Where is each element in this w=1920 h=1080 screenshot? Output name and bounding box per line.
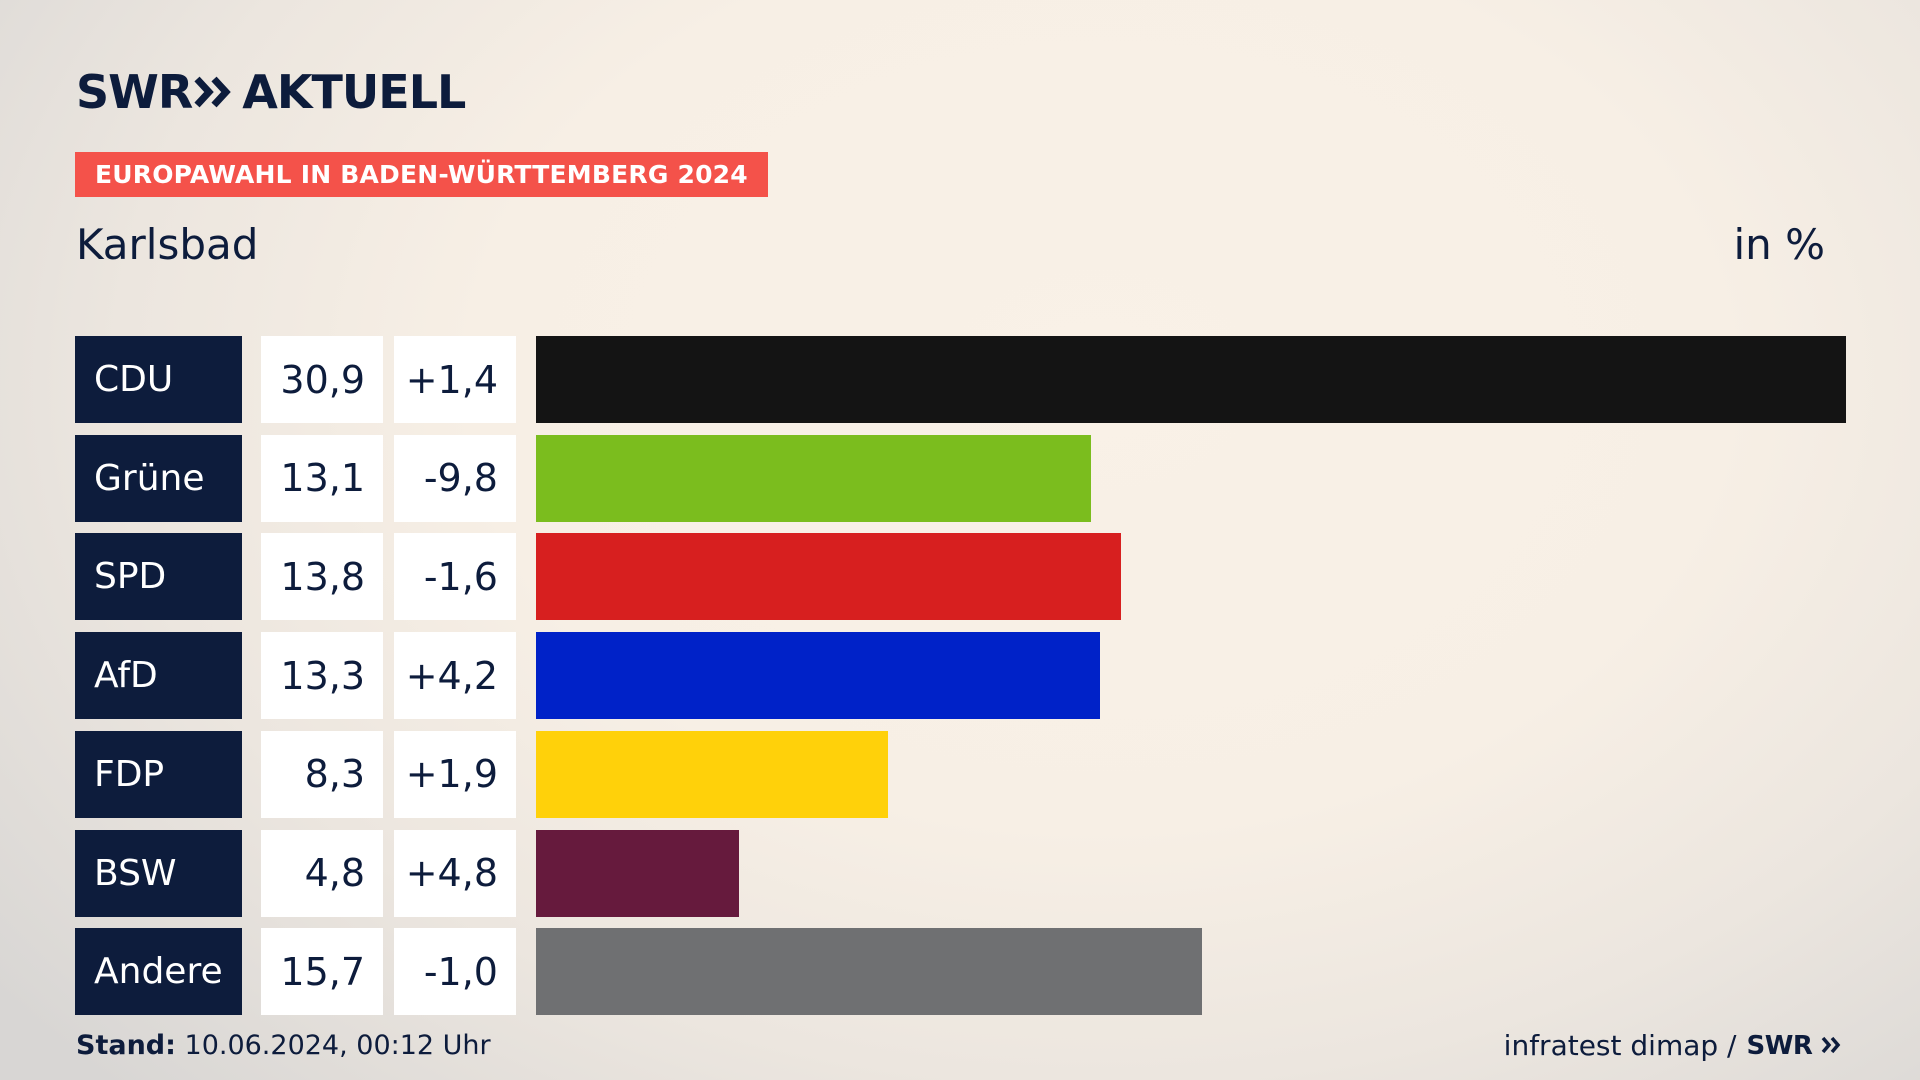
vote-share-bar: [536, 336, 1846, 423]
logo-swr-text: SWR: [76, 65, 193, 119]
mini-double-chevron-icon: [1821, 1036, 1841, 1053]
vote-share-value: 4,8: [261, 829, 383, 917]
vote-share-bar: [536, 632, 1100, 720]
party-label: SPD: [75, 533, 242, 621]
result-row: AfD 13,3 +4,2: [75, 632, 1846, 720]
source-text: infratest dimap /: [1503, 1029, 1737, 1062]
swr-mini-logo: SWR: [1747, 1031, 1844, 1061]
vote-share-bar: [536, 533, 1122, 621]
timestamp: Stand: 10.06.2024, 00:12 Uhr: [76, 1030, 491, 1061]
logo-aktuell-text: AKTUELL: [242, 65, 466, 119]
party-label: AfD: [75, 632, 242, 720]
vote-change-value: +1,4: [394, 336, 516, 423]
double-chevron-icon: [194, 65, 232, 119]
vote-change-value: -1,6: [394, 533, 516, 621]
party-label: CDU: [75, 336, 242, 423]
stand-value: 10.06.2024, 00:12 Uhr: [184, 1030, 491, 1061]
stand-label: Stand:: [76, 1030, 176, 1061]
vote-share-value: 30,9: [261, 336, 383, 423]
swr-mini-text: SWR: [1746, 1030, 1813, 1061]
vote-share-value: 13,8: [261, 533, 383, 621]
result-row: SPD 13,8 -1,6: [75, 533, 1846, 621]
result-row: FDP 8,3 +1,9: [75, 730, 1846, 818]
vote-change-value: +4,2: [394, 632, 516, 720]
vote-change-value: +4,8: [394, 829, 516, 917]
vote-change-value: -9,8: [394, 434, 516, 522]
result-row: BSW 4,8 +4,8: [75, 829, 1846, 917]
vote-share-bar: [536, 434, 1092, 522]
swr-aktuell-logo: SWR AKTUELL: [76, 64, 466, 120]
results-bar-chart: CDU 30,9 +1,4 Grüne 13,1 -9,8 SPD 13,8 -1,6 AfD 13…: [75, 336, 1846, 1016]
result-row: CDU 30,9 +1,4: [75, 336, 1846, 423]
unit-label: in %: [1733, 220, 1825, 269]
place-title: Karlsbad: [76, 220, 259, 269]
vote-share-bar: [536, 730, 888, 818]
party-label: FDP: [75, 730, 242, 818]
party-label: Andere: [75, 928, 242, 1016]
vote-share-value: 13,3: [261, 632, 383, 720]
party-label: Grüne: [75, 434, 242, 522]
vote-share-bar: [536, 928, 1202, 1016]
source-credit: infratest dimap / SWR: [1504, 1029, 1843, 1062]
vote-change-value: -1,0: [394, 928, 516, 1016]
vote-share-value: 13,1: [261, 434, 383, 522]
election-tag: EUROPAWAHL IN BADEN-WÜRTTEMBERG 2024: [75, 152, 768, 197]
vote-share-bar: [536, 829, 740, 917]
vote-share-value: 8,3: [261, 730, 383, 818]
party-label: BSW: [75, 829, 242, 917]
result-row: Andere 15,7 -1,0: [75, 928, 1846, 1016]
vote-share-value: 15,7: [261, 928, 383, 1016]
vote-change-value: +1,9: [394, 730, 516, 818]
result-row: Grüne 13,1 -9,8: [75, 434, 1846, 522]
